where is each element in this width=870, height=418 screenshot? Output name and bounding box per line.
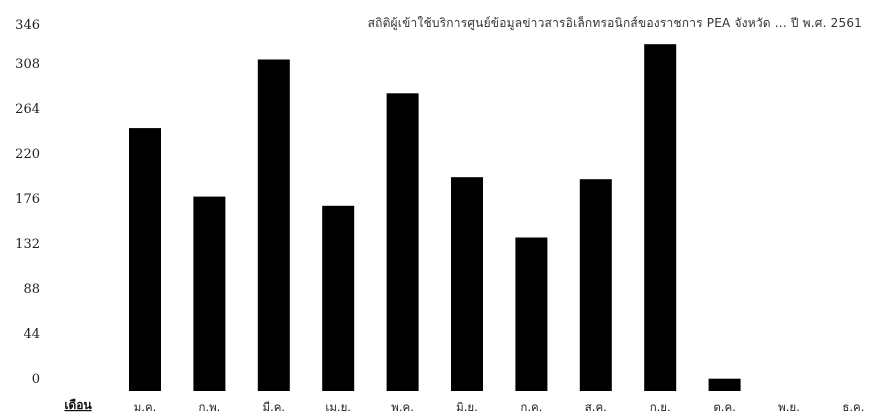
bar [515, 237, 548, 391]
y-tick-label: 176 [15, 192, 40, 207]
y-tick-label: 44 [23, 327, 40, 342]
x-category-label: พ.ย. [778, 400, 800, 414]
x-category-label: ม.ค. [134, 400, 157, 414]
y-tick-label: 132 [15, 237, 40, 252]
x-axis-title: เดือน [64, 398, 92, 412]
bar [257, 59, 290, 391]
bar [386, 93, 419, 392]
bars [129, 44, 741, 392]
x-category-label: ต.ค. [713, 400, 735, 414]
x-category-label: ก.ค. [520, 400, 542, 414]
x-category-label: เม.ย. [325, 400, 351, 414]
x-category-label: มิ.ย. [456, 400, 478, 414]
x-axis-labels: ม.ค. ก.พ. มี.ค. เม.ย. พ.ค. มิ.ย. ก.ค. ส.ค. ก.ย. ต… [134, 400, 865, 414]
bar [579, 179, 612, 391]
y-tick-label: 88 [23, 282, 40, 297]
x-category-label: ส.ค. [585, 400, 607, 414]
x-category-label: ธ.ค. [842, 400, 864, 414]
x-category-label: ก.พ. [198, 400, 220, 414]
y-axis-ticks: 0 44 88 132 176 220 264 308 346 [15, 18, 40, 387]
y-tick-label: 0 [32, 372, 40, 387]
bar [129, 128, 161, 391]
x-category-label: มี.ค. [263, 400, 286, 414]
bar [451, 177, 483, 391]
bar [708, 378, 741, 391]
bar [322, 205, 355, 391]
bar [644, 44, 677, 391]
x-category-label: พ.ค. [391, 400, 414, 414]
bar [193, 196, 226, 391]
y-tick-label: 346 [15, 18, 40, 33]
chart-title: สถิติผู้เข้าใช้บริการศูนย์ข้อมูลข่าวสารอ… [367, 16, 862, 30]
y-tick-label: 308 [15, 57, 40, 72]
y-tick-label: 220 [15, 147, 40, 162]
x-category-label: ก.ย. [650, 400, 671, 414]
y-tick-label: 264 [15, 102, 40, 117]
